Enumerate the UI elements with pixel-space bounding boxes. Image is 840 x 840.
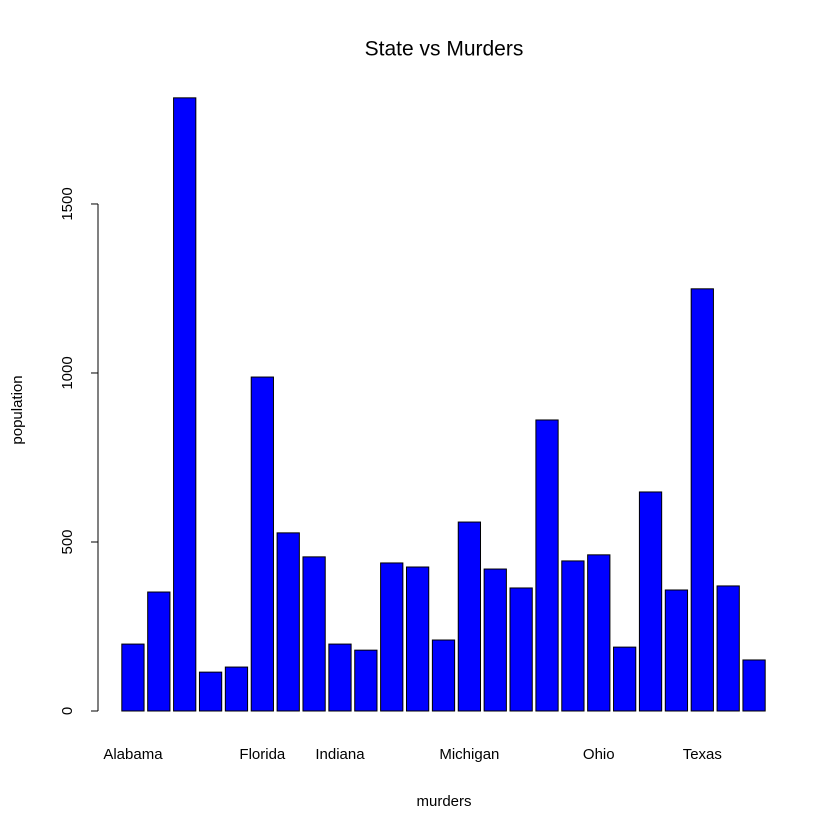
bar — [431, 639, 456, 712]
bar — [121, 643, 145, 712]
x-tick-label: Indiana — [315, 746, 365, 763]
bar — [638, 491, 663, 712]
bar — [742, 659, 766, 712]
bar — [328, 643, 352, 712]
x-tick-label: Ohio — [583, 746, 615, 763]
x-tick-label: Texas — [683, 746, 722, 763]
y-tick-label: 1500 — [59, 187, 76, 220]
bar — [483, 568, 507, 712]
bar — [690, 288, 714, 712]
bar — [587, 554, 611, 712]
bar — [173, 97, 197, 712]
bar — [613, 646, 637, 712]
x-tick-label: Alabama — [103, 746, 163, 763]
y-tick-label: 0 — [59, 707, 76, 715]
bar — [535, 419, 559, 712]
bar — [380, 562, 404, 712]
bar — [509, 587, 533, 712]
x-axis-label: murders — [416, 793, 471, 810]
chart-title: State vs Murders — [365, 38, 524, 61]
y-tick-label: 500 — [59, 529, 76, 554]
bar — [716, 585, 740, 712]
bar — [147, 591, 171, 712]
y-axis-label: population — [9, 375, 26, 444]
bar — [302, 556, 326, 712]
bar — [276, 532, 300, 712]
bar — [405, 566, 430, 712]
bar — [561, 560, 585, 712]
bar — [664, 589, 689, 712]
bar — [354, 649, 378, 712]
y-tick-label: 1000 — [59, 356, 76, 389]
bar — [198, 671, 223, 712]
bar — [457, 521, 482, 712]
bar — [250, 376, 274, 712]
x-tick-label: Florida — [239, 746, 286, 763]
x-tick-label: Michigan — [439, 746, 499, 763]
bar — [224, 666, 249, 712]
